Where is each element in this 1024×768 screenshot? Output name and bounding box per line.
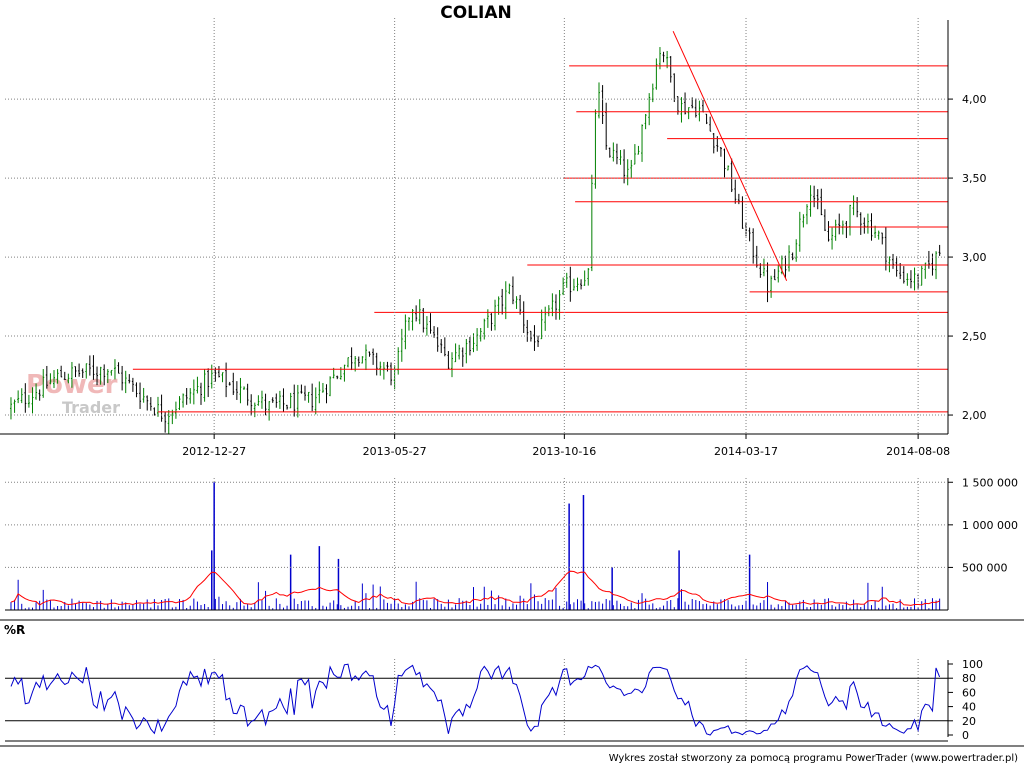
williams-r-tick-label: 0	[962, 729, 969, 742]
x-tick-label: 2014-03-17	[714, 445, 778, 458]
candles	[9, 47, 941, 435]
price-tick-label: 2,00	[962, 409, 987, 422]
williams-r-tick-label: 60	[962, 686, 976, 699]
volume-tick-label: 1 500 000	[962, 476, 1018, 489]
volume-axis: 500 000 1 000 000 1 500 000	[5, 476, 1018, 611]
x-tick-label: 2014-08-08	[886, 445, 950, 458]
x-tick-label: 2012-12-27	[182, 445, 246, 458]
williams-r-line	[10, 663, 941, 736]
williams-r-tick-label: 80	[962, 672, 976, 685]
price-tick-label: 4,00	[962, 93, 987, 106]
chart-title: COLIAN	[440, 3, 511, 23]
williams-r-panel	[5, 663, 948, 736]
williams-r-tick-label: 20	[962, 715, 976, 728]
price-axis: 2,00 2,50 3,00 3,50 4,00	[5, 20, 987, 434]
trendline	[672, 30, 788, 281]
price-tick-label: 3,00	[962, 251, 987, 264]
volume-tick-label: 500 000	[962, 561, 1008, 574]
price-panel	[9, 30, 948, 435]
volume-tick-label: 1 000 000	[962, 519, 1018, 532]
x-axis: 2012-12-27 2013-05-27 2013-10-16 2014-03-17…	[0, 18, 950, 735]
volume-moving-average	[10, 570, 940, 606]
price-tick-label: 3,50	[962, 172, 987, 185]
price-tick-label: 2,50	[962, 330, 987, 343]
williams-r-tick-label: 100	[962, 658, 983, 671]
williams-r-label: %R	[4, 623, 25, 637]
footer-credit: Wykres został stworzony za pomocą progra…	[609, 753, 1018, 764]
x-tick-label: 2013-10-16	[532, 445, 596, 458]
watermark-line2: Trader	[62, 398, 120, 417]
x-tick-label: 2013-05-27	[363, 445, 427, 458]
williams-r-tick-label: 40	[962, 701, 976, 714]
